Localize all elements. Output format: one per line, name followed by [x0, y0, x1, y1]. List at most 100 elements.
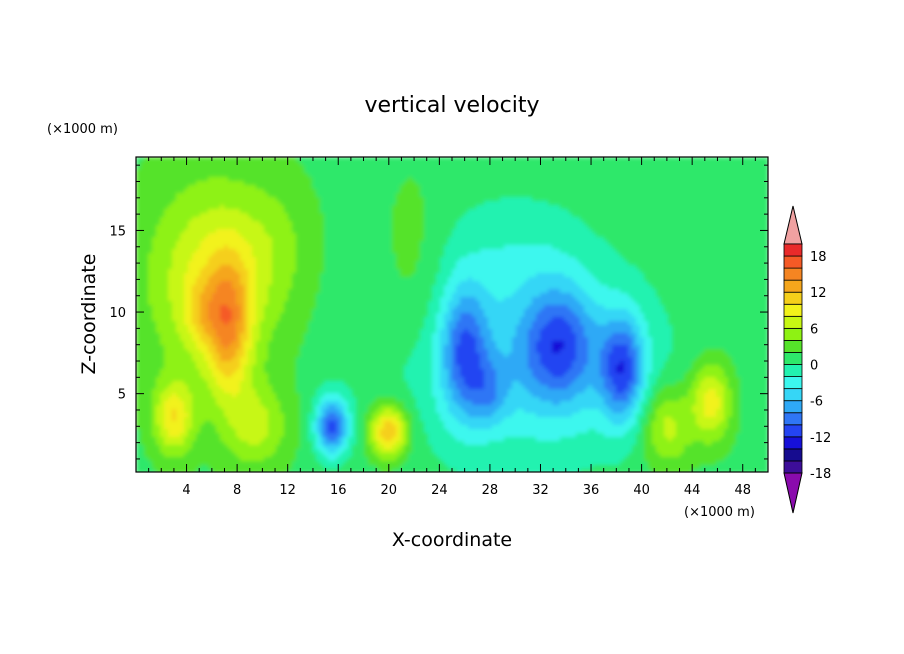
contour-cell — [228, 173, 233, 178]
contour-cell — [560, 197, 565, 202]
contour-cell — [352, 261, 357, 266]
contour-cell — [492, 281, 497, 286]
contour-cell — [212, 273, 217, 278]
contour-cell — [200, 277, 205, 282]
contour-cell — [280, 261, 285, 266]
contour-cell — [340, 185, 345, 190]
contour-cell — [300, 241, 305, 246]
contour-cell — [620, 229, 625, 234]
contour-cell — [724, 177, 729, 182]
contour-cell — [676, 205, 681, 210]
contour-cell — [232, 161, 237, 166]
contour-cell — [708, 205, 713, 210]
contour-cell — [168, 169, 173, 174]
contour-cell — [204, 213, 209, 218]
contour-cell — [484, 225, 489, 230]
contour-cell — [448, 213, 453, 218]
contour-cell — [492, 217, 497, 222]
contour-cell — [600, 181, 605, 186]
contour-cell — [512, 257, 517, 262]
contour-cell — [140, 265, 145, 270]
contour-cell — [136, 161, 141, 166]
contour-cell — [472, 245, 477, 250]
contour-cell — [420, 273, 425, 278]
contour-cell — [504, 169, 509, 174]
contour-cell — [748, 193, 753, 198]
contour-cell — [304, 221, 309, 226]
contour-cell — [508, 157, 513, 162]
contour-cell — [256, 165, 261, 170]
contour-cell — [496, 173, 501, 178]
contour-cell — [528, 241, 533, 246]
contour-cell — [696, 273, 701, 278]
contour-cell — [160, 281, 165, 286]
contour-cell — [640, 169, 645, 174]
contour-cell — [656, 157, 661, 162]
contour-cell — [540, 269, 545, 274]
contour-cell — [700, 237, 705, 242]
contour-cell — [488, 253, 493, 258]
contour-cell — [464, 201, 469, 206]
contour-cell — [376, 197, 381, 202]
contour-cell — [288, 277, 293, 282]
contour-cell — [568, 157, 573, 162]
contour-cell — [376, 245, 381, 250]
contour-cell — [476, 281, 481, 286]
contour-cell — [156, 249, 161, 254]
contour-cell — [256, 213, 261, 218]
contour-cell — [724, 237, 729, 242]
contour-cell — [228, 233, 233, 238]
contour-cell — [668, 181, 673, 186]
contour-cell — [644, 209, 649, 214]
contour-cell — [316, 169, 321, 174]
contour-cell — [448, 281, 453, 286]
contour-cell — [424, 265, 429, 270]
contour-cell — [264, 225, 269, 230]
contour-cell — [436, 241, 441, 246]
contour-cell — [636, 177, 641, 182]
contour-cell — [168, 225, 173, 230]
contour-cell — [416, 229, 421, 234]
contour-cell — [516, 273, 521, 278]
contour-cell — [460, 185, 465, 190]
contour-cell — [168, 261, 173, 266]
contour-cell — [280, 197, 285, 202]
contour-cell — [192, 273, 197, 278]
contour-cell — [340, 189, 345, 194]
contour-cell — [744, 277, 749, 282]
contour-cell — [760, 245, 765, 250]
contour-cell — [592, 229, 597, 234]
contour-cell — [696, 189, 701, 194]
contour-cell — [316, 189, 321, 194]
contour-cell — [520, 261, 525, 266]
contour-cell — [592, 173, 597, 178]
contour-cell — [520, 189, 525, 194]
contour-cell — [636, 189, 641, 194]
contour-cell — [748, 205, 753, 210]
contour-cell — [200, 273, 205, 278]
contour-cell — [500, 257, 505, 262]
contour-cell — [616, 229, 621, 234]
contour-cell — [308, 237, 313, 242]
contour-cell — [584, 265, 589, 270]
contour-cell — [608, 157, 613, 162]
contour-cell — [604, 205, 609, 210]
contour-cell — [548, 173, 553, 178]
contour-cell — [476, 173, 481, 178]
contour-cell — [212, 217, 217, 222]
contour-cell — [536, 177, 541, 182]
contour-cell — [388, 237, 393, 242]
contour-cell — [524, 209, 529, 214]
contour-cell — [524, 225, 529, 230]
contour-cell — [228, 281, 233, 286]
contour-cell — [308, 217, 313, 222]
contour-cell — [532, 273, 537, 278]
contour-cell — [280, 217, 285, 222]
contour-cell — [656, 173, 661, 178]
contour-cell — [232, 273, 237, 278]
contour-cell — [492, 277, 497, 282]
contour-cell — [704, 157, 709, 162]
contour-cell — [284, 277, 289, 282]
contour-cell — [232, 193, 237, 198]
contour-cell — [644, 229, 649, 234]
